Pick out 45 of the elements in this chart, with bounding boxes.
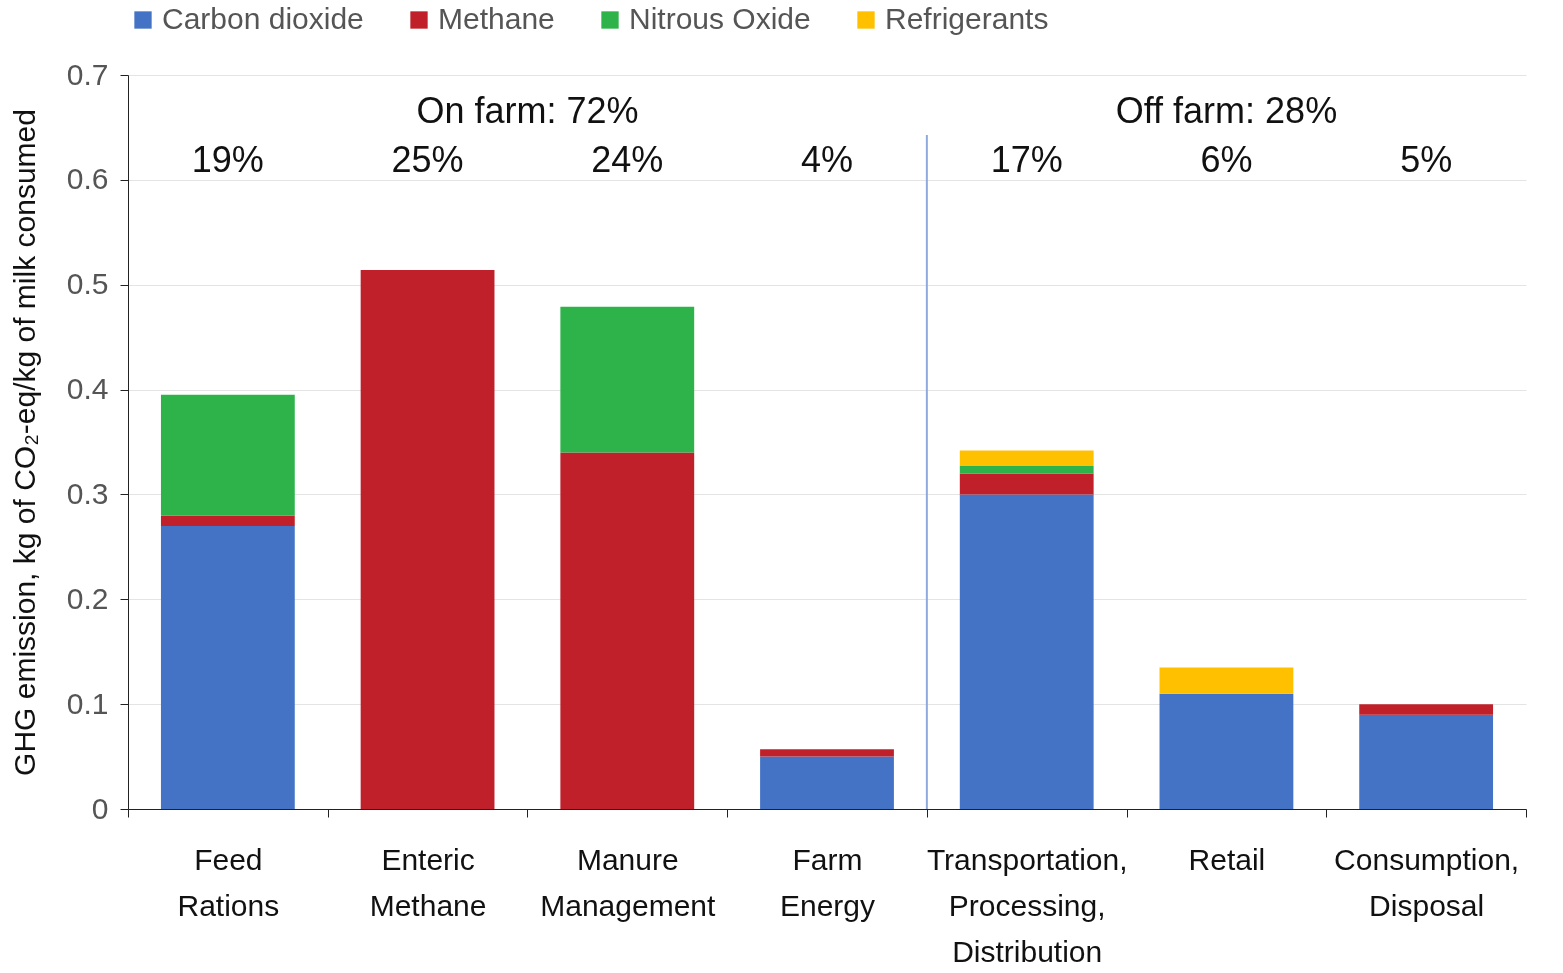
x-tick-label: Farm Energy bbox=[779, 842, 876, 922]
bar bbox=[160, 515, 295, 526]
x-tick-label: Manure Management bbox=[540, 842, 716, 922]
annotation: 6% bbox=[1200, 139, 1253, 180]
y-tick-label: 0.6 bbox=[66, 162, 109, 196]
annotation: 4% bbox=[800, 139, 854, 180]
y-tick-label: 0.5 bbox=[66, 267, 109, 301]
bar bbox=[959, 473, 1094, 495]
bar bbox=[1159, 667, 1294, 694]
y-tick-label: 0 bbox=[91, 791, 109, 825]
y-axis-title: GHG emission, kg of CO₂-eq/kg of milk consumed bbox=[7, 109, 41, 776]
annotation: 17% bbox=[990, 139, 1063, 180]
bar bbox=[560, 306, 695, 453]
y-tick-label: 0.4 bbox=[66, 372, 109, 406]
x-tick-label: Retail bbox=[1188, 842, 1266, 876]
bar bbox=[959, 450, 1094, 467]
bar bbox=[959, 466, 1094, 474]
annotation: 19% bbox=[191, 139, 264, 180]
annotation: 24% bbox=[591, 139, 664, 180]
legend-label: Refrigerants bbox=[885, 2, 1049, 35]
y-tick-label: 0.1 bbox=[66, 686, 109, 720]
y-tick-label: 0.2 bbox=[66, 581, 109, 615]
x-tick-label: Transportation, Processing, Distribution bbox=[926, 842, 1128, 968]
bar bbox=[1359, 714, 1494, 809]
legend-label: Nitrous Oxide bbox=[629, 2, 811, 35]
x-tick-label: Consumption, Disposal bbox=[1334, 842, 1520, 922]
x-tick-label: Feed Rations bbox=[177, 842, 280, 922]
legend-label: Carbon dioxide bbox=[162, 2, 364, 35]
annotation: 5% bbox=[1400, 139, 1453, 180]
bar bbox=[160, 394, 295, 516]
legend-label: Methane bbox=[438, 2, 555, 35]
y-tick-label: 0.7 bbox=[66, 57, 109, 91]
bar bbox=[1159, 693, 1294, 809]
bar bbox=[160, 525, 295, 809]
annotation: On farm: 72% bbox=[416, 90, 639, 131]
bar bbox=[959, 494, 1094, 809]
annotation: Off farm: 28% bbox=[1115, 90, 1338, 131]
y-tick-label: 0.3 bbox=[66, 476, 109, 510]
bar bbox=[1359, 704, 1494, 715]
x-tick-label: Enteric Methane bbox=[369, 842, 487, 922]
bar bbox=[760, 756, 894, 809]
annotation: 25% bbox=[391, 139, 464, 180]
bar bbox=[760, 749, 894, 757]
bar bbox=[560, 452, 695, 809]
bar bbox=[360, 270, 495, 809]
